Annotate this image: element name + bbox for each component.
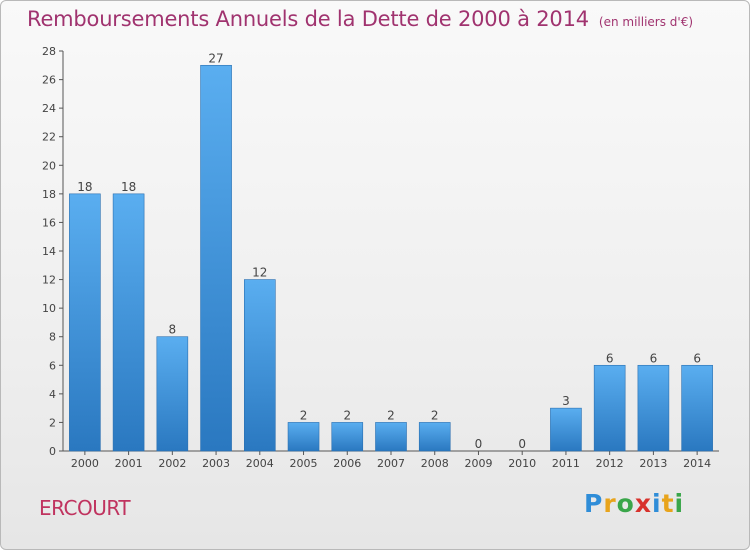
- bar-2003: [200, 64, 232, 452]
- logo-letter: i: [674, 489, 685, 518]
- y-tick-label: 18: [42, 188, 56, 201]
- y-tick-label: 16: [42, 216, 56, 229]
- data-label-2000: 18: [77, 180, 92, 194]
- bar-2004: [244, 279, 276, 452]
- y-tick-label: 6: [49, 359, 56, 372]
- chart-unit-note: (en milliers d'€): [598, 15, 694, 29]
- x-tick-label: 2009: [464, 457, 492, 470]
- logo-letter: o: [616, 489, 635, 518]
- data-label-2009: 0: [475, 437, 483, 451]
- x-tick-label: 2012: [596, 457, 624, 470]
- x-tick-label: 2003: [202, 457, 230, 470]
- bar-2001: [112, 193, 145, 452]
- data-label-2006: 2: [343, 408, 351, 422]
- bar-2013: [637, 364, 670, 452]
- x-tick-label: 2001: [115, 457, 143, 470]
- town-name: ERCOURT: [39, 496, 131, 520]
- bar-2005: [287, 422, 320, 452]
- x-tick-label: 2005: [290, 457, 318, 470]
- data-label-2014: 6: [693, 351, 701, 365]
- data-label-2004: 12: [252, 266, 267, 280]
- logo-letter: r: [603, 489, 617, 518]
- y-tick-label: 24: [42, 102, 56, 115]
- data-label-2005: 2: [300, 408, 308, 422]
- bar-2014: [681, 364, 713, 452]
- data-label-2013: 6: [650, 351, 658, 365]
- logo-letter: x: [634, 489, 652, 518]
- data-label-2012: 6: [606, 351, 614, 365]
- logo-letter: i: [652, 489, 662, 518]
- x-tick-label: 2010: [508, 457, 536, 470]
- x-tick-label: 2002: [158, 457, 186, 470]
- y-tick-label: 0: [49, 445, 56, 458]
- logo-letter: t: [661, 489, 675, 518]
- x-tick-label: 2006: [333, 457, 361, 470]
- x-tick-label: 2004: [246, 457, 274, 470]
- proxiti-logo[interactable]: Proxiti: [584, 489, 684, 518]
- data-label-2011: 3: [562, 394, 570, 408]
- y-tick-label: 20: [42, 159, 56, 172]
- bar-2002: [156, 336, 189, 452]
- data-label-2002: 8: [169, 323, 177, 337]
- data-label-2008: 2: [431, 408, 439, 422]
- data-label-2001: 18: [121, 180, 136, 194]
- x-tick-label: 2007: [377, 457, 405, 470]
- y-tick-label: 12: [42, 274, 56, 287]
- x-tick-label: 2008: [421, 457, 449, 470]
- bar-2006: [331, 422, 364, 452]
- data-label-2007: 2: [387, 408, 395, 422]
- y-tick-label: 28: [42, 45, 56, 58]
- data-label-2010: 0: [518, 437, 526, 451]
- y-tick-label: 10: [42, 302, 56, 315]
- data-label-2003: 27: [208, 51, 223, 65]
- chart-title-text: Remboursements Annuels de la Dette de 20…: [27, 7, 589, 31]
- x-tick-label: 2011: [552, 457, 580, 470]
- bar-2008: [418, 422, 451, 452]
- y-tick-label: 2: [49, 416, 56, 429]
- bar-2011: [550, 407, 582, 452]
- bar-2007: [375, 422, 407, 452]
- x-tick-label: 2013: [639, 457, 667, 470]
- y-tick-label: 8: [49, 331, 56, 344]
- chart-title: Remboursements Annuels de la Dette de 20…: [27, 7, 693, 31]
- bar-2000: [69, 193, 101, 452]
- y-tick-label: 22: [42, 131, 56, 144]
- chart-bars: 18 18 8 27 12 2 2 2 2 0 0 3 6 6 6: [69, 51, 713, 452]
- y-tick-label: 14: [42, 245, 56, 258]
- y-tick-label: 26: [42, 74, 56, 87]
- bar-2012: [593, 364, 626, 452]
- x-tick-label: 2014: [683, 457, 711, 470]
- logo-letter: P: [584, 489, 604, 518]
- y-tick-label: 4: [49, 388, 56, 401]
- x-tick-label: 2000: [71, 457, 99, 470]
